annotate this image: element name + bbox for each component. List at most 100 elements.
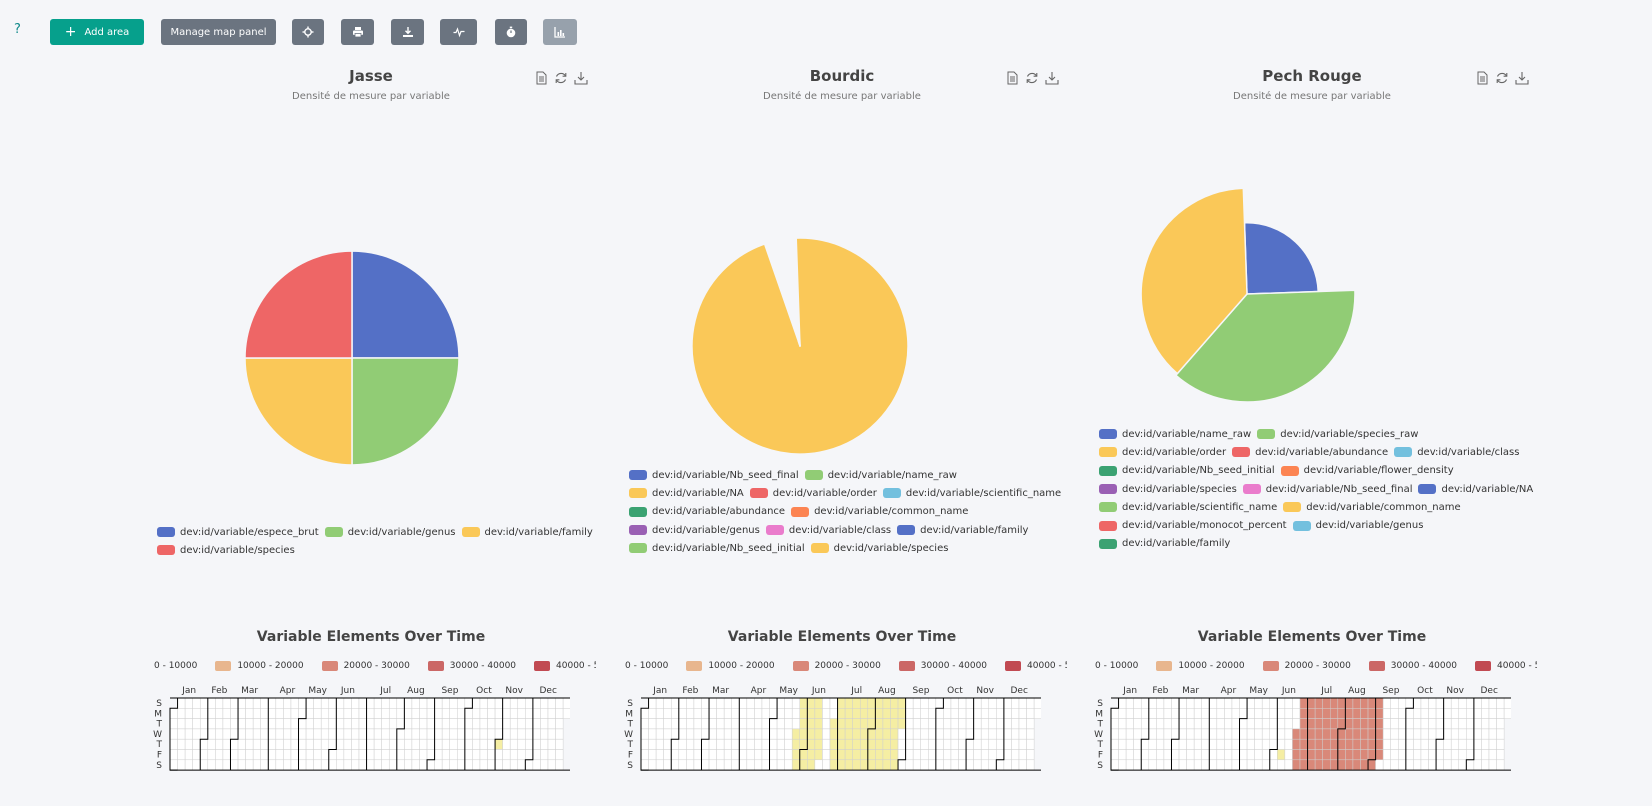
day-cell[interactable]: [1224, 708, 1233, 719]
day-cell[interactable]: [1329, 738, 1339, 750]
day-cell[interactable]: [419, 749, 428, 761]
day-cell[interactable]: [746, 718, 755, 730]
day-cell[interactable]: [980, 738, 990, 750]
day-cell[interactable]: [1329, 697, 1339, 709]
day-cell[interactable]: [723, 738, 732, 750]
day-cell[interactable]: [1337, 728, 1346, 740]
day-cell[interactable]: [1148, 697, 1157, 709]
day-cell[interactable]: [1481, 697, 1490, 709]
day-cell[interactable]: [1428, 697, 1437, 709]
day-cell[interactable]: [1239, 749, 1248, 761]
day-cell[interactable]: [814, 708, 823, 719]
day-cell[interactable]: [754, 697, 763, 709]
day-cell[interactable]: [1405, 728, 1414, 740]
legend-item[interactable]: dev:id/variable/class: [1394, 447, 1519, 458]
day-cell[interactable]: [723, 708, 732, 719]
day-cell[interactable]: [351, 749, 360, 761]
day-cell[interactable]: [1148, 759, 1157, 771]
day-cell[interactable]: [1140, 749, 1150, 761]
day-cell[interactable]: [1322, 738, 1331, 750]
day-cell[interactable]: [1405, 749, 1414, 761]
day-cell[interactable]: [336, 697, 345, 709]
day-cell[interactable]: [973, 749, 982, 761]
day-cell[interactable]: [1239, 759, 1248, 771]
day-cell[interactable]: [1345, 759, 1354, 771]
day-cell[interactable]: [192, 697, 201, 709]
day-cell[interactable]: [1413, 718, 1422, 730]
day-cell[interactable]: [373, 718, 382, 730]
day-cell[interactable]: [1307, 708, 1316, 719]
day-cell[interactable]: [897, 759, 906, 771]
day-cell[interactable]: [1239, 697, 1248, 709]
day-cell[interactable]: [1156, 749, 1165, 761]
day-cell[interactable]: [388, 708, 398, 719]
day-cell[interactable]: [1299, 759, 1308, 771]
save-image-icon[interactable]: [574, 70, 588, 85]
day-cell[interactable]: [670, 708, 680, 719]
day-cell[interactable]: [1329, 718, 1339, 730]
day-cell[interactable]: [1405, 759, 1414, 771]
day-cell[interactable]: [1193, 718, 1202, 730]
day-cell[interactable]: [525, 749, 534, 761]
day-cell[interactable]: [517, 708, 526, 719]
day-cell[interactable]: [1178, 697, 1187, 709]
day-cell[interactable]: [358, 759, 367, 771]
day-cell[interactable]: [177, 718, 186, 730]
day-cell[interactable]: [648, 738, 657, 750]
day-cell[interactable]: [509, 708, 519, 719]
pie-slice[interactable]: [244, 357, 353, 466]
day-cell[interactable]: [1277, 759, 1286, 771]
day-cell[interactable]: [769, 697, 778, 709]
day-cell[interactable]: [192, 718, 201, 730]
day-cell[interactable]: [1186, 708, 1195, 719]
day-cell[interactable]: [547, 749, 556, 761]
day-cell[interactable]: [540, 697, 549, 709]
legend-item[interactable]: dev:id/variable/class: [765, 525, 891, 536]
day-cell[interactable]: [693, 738, 702, 750]
day-cell[interactable]: [761, 728, 770, 740]
day-cell[interactable]: [177, 759, 186, 771]
day-cell[interactable]: [739, 718, 748, 730]
day-cell[interactable]: [1261, 718, 1271, 730]
day-cell[interactable]: [343, 718, 352, 730]
day-cell[interactable]: [245, 738, 254, 750]
day-cell[interactable]: [351, 738, 360, 750]
day-cell[interactable]: [290, 697, 299, 709]
day-cell[interactable]: [320, 697, 330, 709]
day-cell[interactable]: [1307, 728, 1316, 740]
day-cell[interactable]: [640, 728, 649, 740]
day-cell[interactable]: [502, 708, 511, 719]
day-cell[interactable]: [494, 738, 503, 750]
day-cell[interactable]: [1209, 749, 1218, 761]
day-cell[interactable]: [328, 759, 337, 771]
day-cell[interactable]: [859, 749, 869, 761]
day-cell[interactable]: [268, 738, 277, 750]
day-cell[interactable]: [1133, 749, 1142, 761]
day-cell[interactable]: [184, 749, 193, 761]
day-cell[interactable]: [1435, 759, 1444, 771]
day-cell[interactable]: [1443, 708, 1452, 719]
day-cell[interactable]: [1216, 708, 1225, 719]
day-cell[interactable]: [731, 738, 740, 750]
day-cell[interactable]: [237, 749, 246, 761]
day-cell[interactable]: [655, 749, 664, 761]
legend-item[interactable]: dev:id/variable/monocot_percent: [1099, 520, 1287, 531]
day-cell[interactable]: [268, 749, 277, 761]
day-cell[interactable]: [1018, 759, 1027, 771]
day-cell[interactable]: [388, 728, 398, 740]
day-cell[interactable]: [1322, 759, 1331, 771]
day-cell[interactable]: [928, 697, 937, 709]
day-cell[interactable]: [215, 697, 224, 709]
day-cell[interactable]: [1443, 738, 1452, 750]
day-cell[interactable]: [366, 728, 375, 740]
day-cell[interactable]: [222, 718, 231, 730]
day-cell[interactable]: [328, 728, 337, 740]
day-cell[interactable]: [1360, 759, 1369, 771]
day-cell[interactable]: [525, 718, 534, 730]
day-cell[interactable]: [837, 718, 846, 730]
day-cell[interactable]: [1178, 749, 1187, 761]
heatmap-legend-item[interactable]: 10000 - 20000: [205, 661, 304, 671]
day-cell[interactable]: [177, 738, 186, 750]
day-cell[interactable]: [1178, 738, 1187, 750]
day-cell[interactable]: [678, 718, 687, 730]
